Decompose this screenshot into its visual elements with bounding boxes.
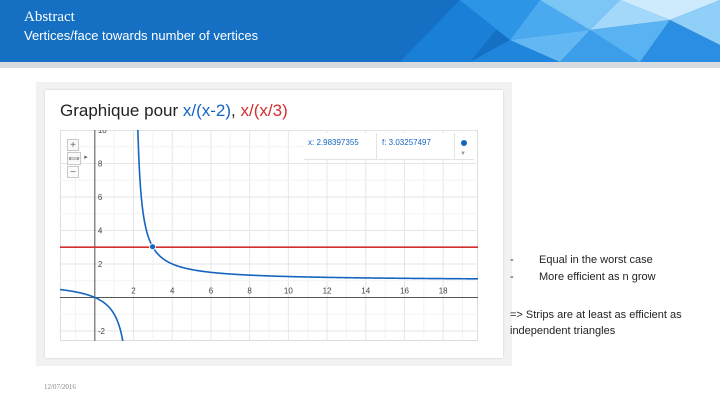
series-line-function-1-right	[137, 130, 478, 280]
zoom-in-button[interactable]: +	[67, 139, 79, 151]
pan-button[interactable]: ⟺	[67, 152, 81, 165]
readout-divider	[376, 133, 377, 159]
chevron-down-icon[interactable]: ▼	[460, 151, 466, 157]
conclusion-text: => Strips are at least as efficient as i…	[510, 309, 682, 337]
x-tick-label: 18	[439, 286, 448, 295]
x-tick-label: 14	[361, 286, 370, 295]
y-tick-label: 6	[98, 193, 103, 202]
y-tick-label: 8	[98, 159, 103, 168]
readout-divider	[454, 133, 455, 159]
series-selector-icon[interactable]	[461, 140, 467, 146]
title-separator: ,	[231, 101, 236, 120]
slide-title: Abstract	[24, 9, 75, 25]
bullet-text: Equal in the worst case	[539, 254, 653, 266]
graph-title-prefix: Graphique pour	[60, 101, 179, 120]
y-tick-label: -2	[98, 327, 106, 336]
header-band	[0, 62, 720, 68]
header-decoration	[400, 0, 720, 62]
slide-date: 12/07/2016	[44, 383, 76, 391]
function-2-label: x/(x/3)	[240, 101, 288, 120]
x-tick-label: 16	[400, 286, 409, 295]
x-tick-label: 2	[131, 286, 136, 295]
x-tick-label: 8	[247, 286, 252, 295]
y-tick-label: 4	[98, 226, 103, 235]
slide-subtitle: Vertices/face towards number of vertices	[24, 28, 259, 43]
y-tick-label: 2	[98, 260, 103, 269]
slide-header: Abstract Vertices/face towards number of…	[0, 0, 720, 62]
x-tick-label: 10	[284, 286, 293, 295]
expand-arrow-icon[interactable]: ▸	[84, 154, 88, 161]
function-1-label: x/(x-2)	[182, 101, 232, 120]
series-line-function-1-left	[60, 288, 124, 341]
function-plot[interactable]: 2 4 6 8 10 12 14 16 18 -2 2 4 6 8 10	[60, 130, 478, 341]
y-tick-label: 10	[98, 130, 107, 135]
graph-title: Graphique pour x/(x-2), x/(x/3)	[60, 101, 288, 121]
x-tick-label: 12	[323, 286, 332, 295]
bullet-text: More efficient as n grow	[539, 271, 656, 283]
coordinate-readout: x: 2.98397355 f: 3.03257497 ▼	[304, 133, 474, 160]
highlight-point	[149, 243, 156, 251]
readout-x: x: 2.98397355	[308, 138, 359, 147]
bullet-dash: -	[510, 254, 514, 266]
readout-f: f: 3.03257497	[382, 138, 431, 147]
zoom-out-button[interactable]: −	[67, 166, 79, 178]
x-tick-label: 4	[170, 286, 175, 295]
bullet-dash: -	[510, 271, 514, 283]
x-tick-label: 6	[209, 286, 214, 295]
